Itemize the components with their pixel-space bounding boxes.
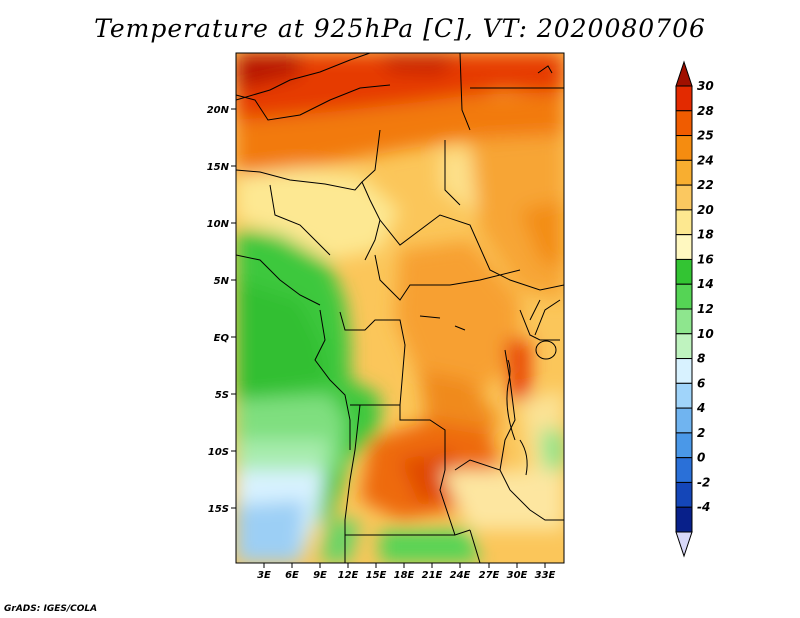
colorbar-label: 2	[697, 426, 705, 440]
x-tick-label: 30E	[507, 570, 528, 581]
border-line	[379, 214, 564, 291]
colorbar-label: 12	[697, 302, 714, 316]
y-axis: 20N 15N 10N 5N EQ 5S 10S 15S	[207, 105, 236, 515]
x-tick-label: 24E	[450, 570, 471, 581]
colorbar-label: 6	[697, 376, 705, 390]
x-tick-label: 21E	[422, 570, 443, 581]
border-line	[444, 140, 461, 206]
x-axis: 3E 6E 9E 12E 15E 18E 21E 24E 27E 30E 33E	[257, 563, 556, 581]
colorbar-segment	[675, 308, 693, 335]
temperature-field	[236, 53, 564, 563]
colorbar-label: 24	[697, 153, 714, 167]
colorbar-segment	[675, 159, 693, 186]
border-line	[534, 299, 561, 336]
border-line	[469, 529, 481, 563]
colorbar-segment	[675, 481, 693, 508]
border-line	[529, 299, 541, 321]
border-line	[339, 311, 406, 406]
border-line	[236, 84, 391, 121]
map-frame	[235, 52, 565, 564]
x-tick-label: 33E	[535, 570, 556, 581]
lake	[506, 359, 516, 441]
grads-credit: GrADS: IGES/COLA	[4, 604, 98, 614]
border-line	[374, 254, 521, 301]
y-tick-label: 5N	[214, 276, 230, 287]
coastline	[537, 65, 553, 74]
colorbar-segment	[675, 258, 693, 285]
border-line	[454, 459, 564, 521]
colorbar-label: 20	[697, 203, 714, 217]
border-line	[459, 53, 471, 131]
colorbar-segment	[675, 382, 693, 409]
border-line	[361, 129, 381, 261]
lake	[519, 439, 528, 476]
chart-title: Temperature at 925hPa [C], VT: 202008070…	[94, 14, 706, 43]
colorbar-label: 18	[697, 228, 714, 242]
colorbar-segment	[675, 457, 693, 483]
colorbar-label: 14	[697, 277, 714, 291]
y-tick-label: 10N	[207, 219, 230, 230]
colorbar-segment	[675, 184, 693, 211]
colorbar-segment	[675, 506, 693, 533]
x-tick-label: 6E	[285, 570, 299, 581]
border-line	[350, 404, 471, 536]
colorbar-label: 4	[696, 401, 705, 415]
colorbar-segment	[675, 407, 693, 434]
x-tick-label: 3E	[257, 570, 271, 581]
border-line	[519, 309, 560, 341]
colorbar-segment	[675, 432, 693, 459]
colorbar-segment	[675, 135, 693, 161]
colorbar-label: 10	[697, 327, 714, 341]
y-tick-label: 5S	[215, 390, 229, 401]
colorbar-bottom-triangle	[675, 531, 693, 558]
y-tick-label: 10S	[208, 447, 229, 458]
x-tick-label: 9E	[313, 570, 327, 581]
lakes	[419, 315, 557, 476]
colorbar-top-triangle	[675, 60, 693, 87]
border-line	[269, 184, 331, 256]
colorbar-label: 16	[697, 252, 714, 266]
lake	[419, 315, 441, 319]
colorbar-label: 0	[697, 451, 705, 465]
x-tick-label: 27E	[479, 570, 500, 581]
y-tick-label: 15N	[207, 162, 230, 173]
colorbar-label: 30	[697, 79, 714, 93]
y-tick-label: 15S	[208, 504, 229, 515]
x-tick-label: 12E	[338, 570, 359, 581]
coastline	[314, 309, 351, 450]
colorbar-segment	[675, 85, 693, 112]
colorbar-label: 8	[697, 352, 705, 366]
colorbar-segment	[675, 234, 693, 260]
border-line	[236, 169, 363, 191]
border-line	[344, 404, 361, 521]
coastline	[236, 254, 321, 306]
colorbar-segment	[675, 283, 693, 310]
colorbar-label: -2	[697, 475, 710, 489]
colorbar-segment	[675, 209, 693, 236]
colorbar-segment	[675, 333, 693, 360]
colorbar-label: 22	[697, 178, 714, 192]
y-tick-label: EQ	[214, 333, 230, 344]
border-line	[236, 53, 371, 101]
lake	[454, 325, 466, 331]
colorbar-segment	[675, 110, 693, 137]
colorbar-label: 28	[697, 104, 714, 118]
border-line	[499, 349, 516, 471]
colorbar-label: -4	[697, 500, 710, 514]
lake	[535, 340, 557, 360]
colorbar-label: 25	[697, 129, 714, 143]
y-tick-label: 20N	[207, 105, 230, 116]
x-tick-label: 18E	[394, 570, 415, 581]
country-borders	[236, 53, 564, 563]
x-tick-label: 15E	[366, 570, 387, 581]
colorbar-segment	[675, 358, 693, 384]
